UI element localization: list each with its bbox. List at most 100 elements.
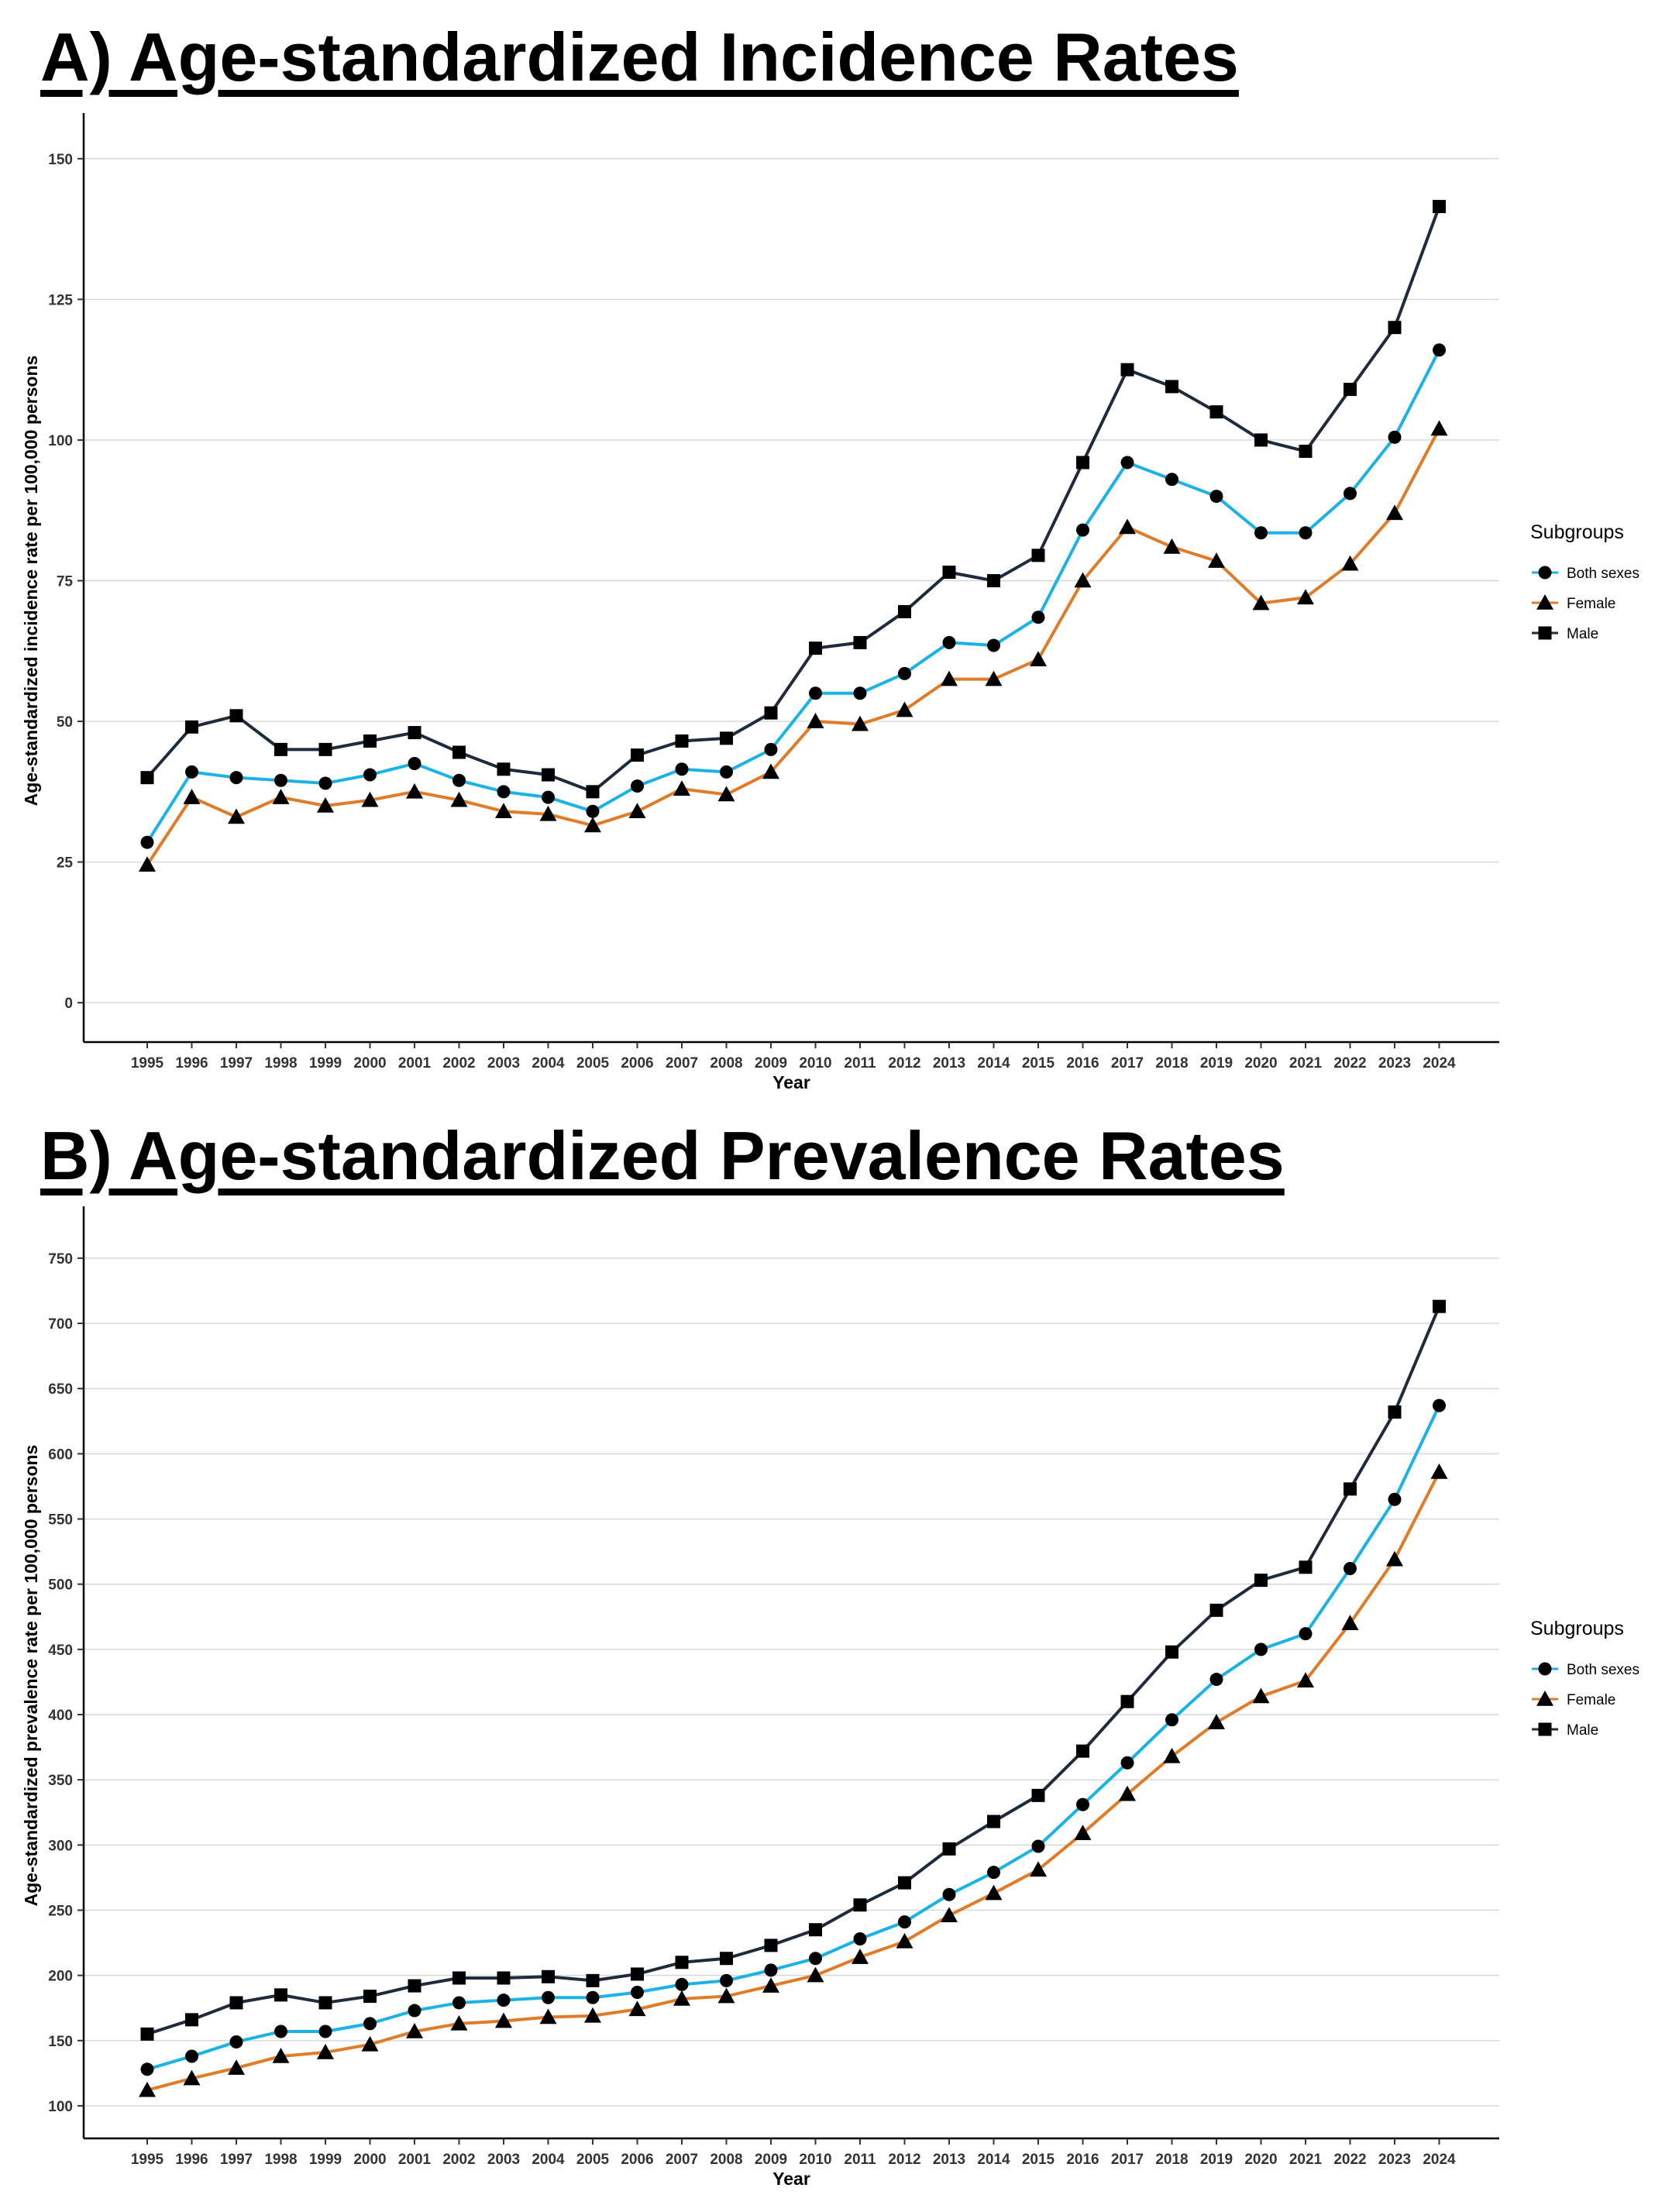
prevalence-point-female [762,1977,779,1993]
prevalence-point-male [1254,1574,1268,1588]
prevalence-x-ticks: 1995 1996 1997 1998 1999 2000 2001 2002 2003 2004… [131,2138,1456,2168]
incidence-line-both-sexes [146,349,1441,844]
incidence-point-female [1341,555,1359,571]
prevalence-x-tick-label: 2000 [353,2152,386,2168]
prevalence-y-tick-label: 600 [48,1447,73,1463]
prevalence-point-female [1341,1615,1359,1630]
prevalence-x-tick-label: 2009 [755,2152,787,2168]
incidence-point-female [673,780,690,796]
prevalence-x-tick-label: 2008 [710,2152,742,2168]
prevalence-point-both-sexes [853,1932,867,1945]
prevalence-x-tick-label: 2010 [799,2152,831,2168]
prevalence-x-tick-label: 2003 [487,2152,520,2168]
prevalence-point-female [1430,1463,1448,1479]
incidence-point-female [717,786,735,802]
incidence-legend-title: Subgroups [1530,521,1624,543]
prevalence-point-both-sexes [1254,1643,1268,1656]
incidence-x-tick-label: 1997 [220,1055,253,1072]
prevalence-x-tick-label: 2022 [1333,2152,1366,2168]
prevalence-x-tick-label: 1998 [264,2152,297,2168]
prevalence-point-both-sexes [1209,1673,1223,1687]
incidence-x-tick-label: 2012 [888,1055,920,1072]
incidence-y-ticks: 0 25 50 75 100 125 150 [48,152,84,1012]
incidence-point-male [1344,383,1357,397]
incidence-x-tick-label: 2001 [398,1055,432,1072]
panel-a-title: A) Age-standardized Incidence Rates [40,19,1239,95]
incidence-y-tick-label: 25 [57,855,74,872]
incidence-legend-label: Both sexes [1567,566,1639,582]
prevalence-point-both-sexes [318,2025,332,2038]
incidence-point-both-sexes [542,790,555,804]
prevalence-chart: 100 150 200 250 300 350 400 450 500 550 600 650 700 7… [21,1206,1639,2189]
prevalence-x-tick-label: 2006 [621,2152,653,2168]
prevalence-x-tick-label: 1999 [309,2152,342,2168]
incidence-point-male [1165,380,1178,394]
incidence-point-male [1120,363,1134,377]
incidence-point-male [898,604,911,618]
prevalence-point-female [450,2014,468,2031]
incidence-x-tick-label: 2005 [576,1055,610,1072]
prevalence-point-male [542,1969,555,1983]
incidence-point-both-sexes [1031,611,1045,624]
incidence-point-female [139,856,156,872]
prevalence-point-both-sexes [809,1952,822,1966]
incidence-point-male [1031,549,1045,562]
incidence-x-tick-label: 2020 [1244,1055,1277,1072]
prevalence-x-tick-label: 2012 [888,2152,920,2168]
prevalence-legend-key-marker [1538,1662,1552,1676]
incidence-point-female [1208,552,1225,568]
prevalence-point-both-sexes [274,2025,287,2038]
incidence-series-male [140,200,1446,799]
prevalence-point-both-sexes [363,2017,377,2031]
prevalence-x-tick-label: 2004 [532,2152,565,2168]
prevalence-point-female [406,2022,423,2038]
prevalence-x-tick-label: 2017 [1111,2152,1144,2168]
incidence-x-tick-label: 2013 [933,1055,965,1072]
incidence-point-female [450,791,468,807]
prevalence-point-both-sexes [497,1994,511,2007]
incidence-point-male [229,709,243,723]
incidence-point-male [1076,456,1089,470]
prevalence-point-female [1163,1747,1181,1763]
prevalence-point-both-sexes [542,1990,555,2004]
prevalence-x-tick-label: 2011 [844,2152,876,2168]
incidence-point-both-sexes [1344,487,1357,501]
incidence-point-both-sexes [586,804,600,818]
prevalence-y-tick-label: 100 [48,2099,73,2115]
incidence-series-female [139,420,1448,872]
prevalence-point-male [274,1988,287,2002]
prevalence-x-tick-label: 2024 [1423,2152,1456,2168]
prevalence-x-tick-label: 2020 [1244,2152,1277,2168]
incidence-x-tick-label: 2018 [1155,1055,1188,1072]
prevalence-legend-label: Both sexes [1567,1662,1639,1678]
prevalence-point-both-sexes [1076,1797,1089,1811]
prevalence-point-female [584,2007,601,2023]
incidence-x-tick-label: 2015 [1022,1055,1055,1072]
incidence-point-both-sexes [1076,523,1089,537]
prevalence-point-female [941,1907,958,1922]
incidence-point-female [228,808,245,824]
prevalence-point-female [1119,1785,1136,1801]
panel-b-title: B) Age-standardized Prevalence Rates [40,1117,1285,1194]
incidence-point-female [896,701,913,717]
incidence-x-tick-label: 2021 [1289,1055,1323,1072]
incidence-point-female [628,803,646,819]
prevalence-series-both-sexes [140,1398,1446,2076]
incidence-point-female [539,805,557,821]
prevalence-point-both-sexes [942,1887,956,1901]
incidence-point-male [452,745,466,759]
incidence-point-male [987,574,1000,587]
prevalence-point-male [318,1996,332,2010]
incidence-point-female [183,789,201,804]
prevalence-point-both-sexes [1433,1398,1446,1412]
incidence-x-tick-label: 1998 [264,1055,297,1072]
incidence-point-both-sexes [809,686,822,700]
prevalence-point-female [228,2059,245,2075]
incidence-legend-label: Female [1567,596,1615,612]
prevalence-point-both-sexes [675,1977,689,1991]
incidence-legend-key-marker [1538,626,1552,640]
prevalence-point-male [1031,1788,1045,1802]
incidence-x-tick-label: 2008 [710,1055,742,1072]
incidence-point-male [853,635,867,649]
incidence-x-tick-label: 2019 [1200,1055,1233,1072]
